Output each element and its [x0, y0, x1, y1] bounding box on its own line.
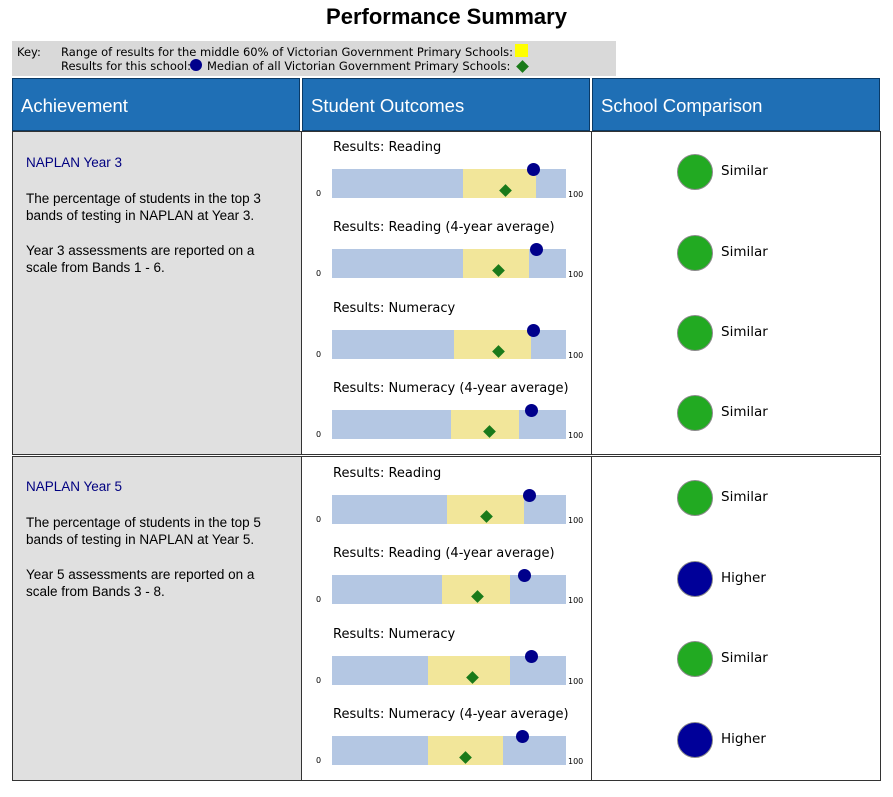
- school-result-dot: [522, 489, 536, 502]
- chart-title: Results: Reading: [333, 466, 442, 481]
- outcomes-cell-year5: Results: Reading 0 100 Results: Reading (4…: [301, 456, 592, 781]
- axis-min-label: 0: [316, 515, 322, 524]
- outcome-chart: Results: Reading (4-year average) 0 100: [302, 546, 592, 626]
- key-range-text: Range of results for the middle 60% of V…: [61, 45, 514, 59]
- axis-min-label: 0: [316, 189, 322, 198]
- axis-max-label: 100: [568, 757, 584, 766]
- school-result-dot: [517, 569, 531, 582]
- comparison-label: Similar: [721, 324, 768, 340]
- key-label: Key:: [17, 45, 41, 59]
- comparison-indicator-icon: [677, 722, 713, 758]
- comparison-item: Similar: [592, 235, 882, 275]
- comparison-item: Similar: [592, 480, 882, 520]
- comparison-indicator-icon: [677, 395, 713, 431]
- key-median-text: Median of all Victorian Government Prima…: [207, 59, 511, 73]
- axis-min-label: 0: [316, 269, 322, 278]
- achievement-cell-year5: NAPLAN Year 5 The percentage of students…: [12, 456, 302, 781]
- achievement-title: NAPLAN Year 3: [26, 155, 123, 170]
- comparison-indicator-icon: [677, 561, 713, 597]
- comparison-label: Higher: [721, 570, 766, 586]
- comparison-item: Similar: [592, 315, 882, 355]
- axis-min-label: 0: [316, 676, 322, 685]
- chart-title: Results: Reading: [333, 140, 442, 155]
- axis-min-label: 0: [316, 350, 322, 359]
- achievement-cell-year3: NAPLAN Year 3 The percentage of students…: [12, 131, 302, 455]
- axis-min-label: 0: [316, 595, 322, 604]
- chart-bar-track: [332, 575, 566, 604]
- comparison-item: Higher: [592, 561, 882, 601]
- comparison-label: Similar: [721, 404, 768, 420]
- achievement-description: The percentage of students in the top 5 …: [26, 515, 261, 547]
- chart-title: Results: Reading (4-year average): [333, 546, 555, 561]
- chart-title: Results: Numeracy (4-year average): [333, 707, 569, 722]
- comparison-item: Similar: [592, 395, 882, 435]
- chart-title: Results: Numeracy (4-year average): [333, 381, 569, 396]
- header-student-outcomes: Student Outcomes: [302, 78, 590, 131]
- comparison-indicator-icon: [677, 154, 713, 190]
- comparison-item: Similar: [592, 154, 882, 194]
- school-result-dot: [524, 404, 538, 417]
- school-result-dot: [515, 730, 529, 743]
- comparison-cell-year5: Similar Higher Similar Higher: [591, 456, 881, 781]
- outcome-chart: Results: Numeracy (4-year average) 0 100: [302, 707, 592, 787]
- axis-max-label: 100: [568, 431, 584, 440]
- outcome-chart: Results: Numeracy 0 100: [302, 301, 592, 381]
- axis-min-label: 0: [316, 430, 322, 439]
- median-diamond-icon: [516, 60, 529, 73]
- comparison-item: Similar: [592, 641, 882, 681]
- school-result-dot: [527, 163, 541, 176]
- header-school-comparison: School Comparison: [592, 78, 880, 131]
- axis-max-label: 100: [568, 677, 584, 686]
- header-achievement: Achievement: [12, 78, 300, 131]
- achievement-scale-note: Year 5 assessments are reported on a sca…: [26, 567, 255, 599]
- outcome-chart: Results: Reading 0 100: [302, 140, 592, 220]
- comparison-item: Higher: [592, 722, 882, 762]
- comparison-label: Similar: [721, 650, 768, 666]
- chart-title: Results: Numeracy: [333, 627, 456, 642]
- comparison-indicator-icon: [677, 641, 713, 677]
- axis-max-label: 100: [568, 190, 584, 199]
- comparison-indicator-icon: [677, 235, 713, 271]
- achievement-scale-note: Year 3 assessments are reported on a sca…: [26, 243, 255, 275]
- achievement-title: NAPLAN Year 5: [26, 479, 123, 494]
- middle-60-range-band: [451, 410, 520, 439]
- outcome-chart: Results: Numeracy 0 100: [302, 627, 592, 707]
- achievement-description: The percentage of students in the top 3 …: [26, 191, 261, 223]
- comparison-indicator-icon: [677, 315, 713, 351]
- chart-bar-track: [332, 736, 566, 765]
- school-dot-icon: [190, 59, 202, 71]
- chart-bar-track: [332, 330, 566, 359]
- comparison-cell-year3: Similar Similar Similar Similar: [591, 131, 881, 455]
- outcomes-cell-year3: Results: Reading 0 100 Results: Reading (4…: [301, 131, 592, 455]
- key-legend: Key: Range of results for the middle 60%…: [12, 41, 616, 76]
- comparison-label: Similar: [721, 163, 768, 179]
- middle-60-range-band: [453, 330, 531, 359]
- outcome-chart: Results: Reading (4-year average) 0 100: [302, 220, 592, 300]
- outcome-chart: Results: Numeracy (4-year average) 0 100: [302, 381, 592, 461]
- axis-max-label: 100: [568, 596, 584, 605]
- axis-min-label: 0: [316, 756, 322, 765]
- axis-max-label: 100: [568, 270, 584, 279]
- axis-max-label: 100: [568, 516, 584, 525]
- comparison-label: Similar: [721, 489, 768, 505]
- comparison-label: Similar: [721, 244, 768, 260]
- school-result-dot: [524, 650, 538, 663]
- axis-max-label: 100: [568, 351, 584, 360]
- chart-title: Results: Numeracy: [333, 301, 456, 316]
- chart-bar-track: [332, 169, 566, 198]
- middle-60-range-band: [463, 169, 536, 198]
- key-school-text: Results for this school:: [61, 59, 192, 73]
- page-title: Performance Summary: [326, 4, 567, 29]
- outcome-chart: Results: Reading 0 100: [302, 466, 592, 546]
- comparison-label: Higher: [721, 731, 766, 747]
- range-swatch-icon: [515, 44, 528, 57]
- comparison-indicator-icon: [677, 480, 713, 516]
- school-result-dot: [527, 324, 541, 337]
- chart-title: Results: Reading (4-year average): [333, 220, 555, 235]
- school-result-dot: [529, 243, 543, 256]
